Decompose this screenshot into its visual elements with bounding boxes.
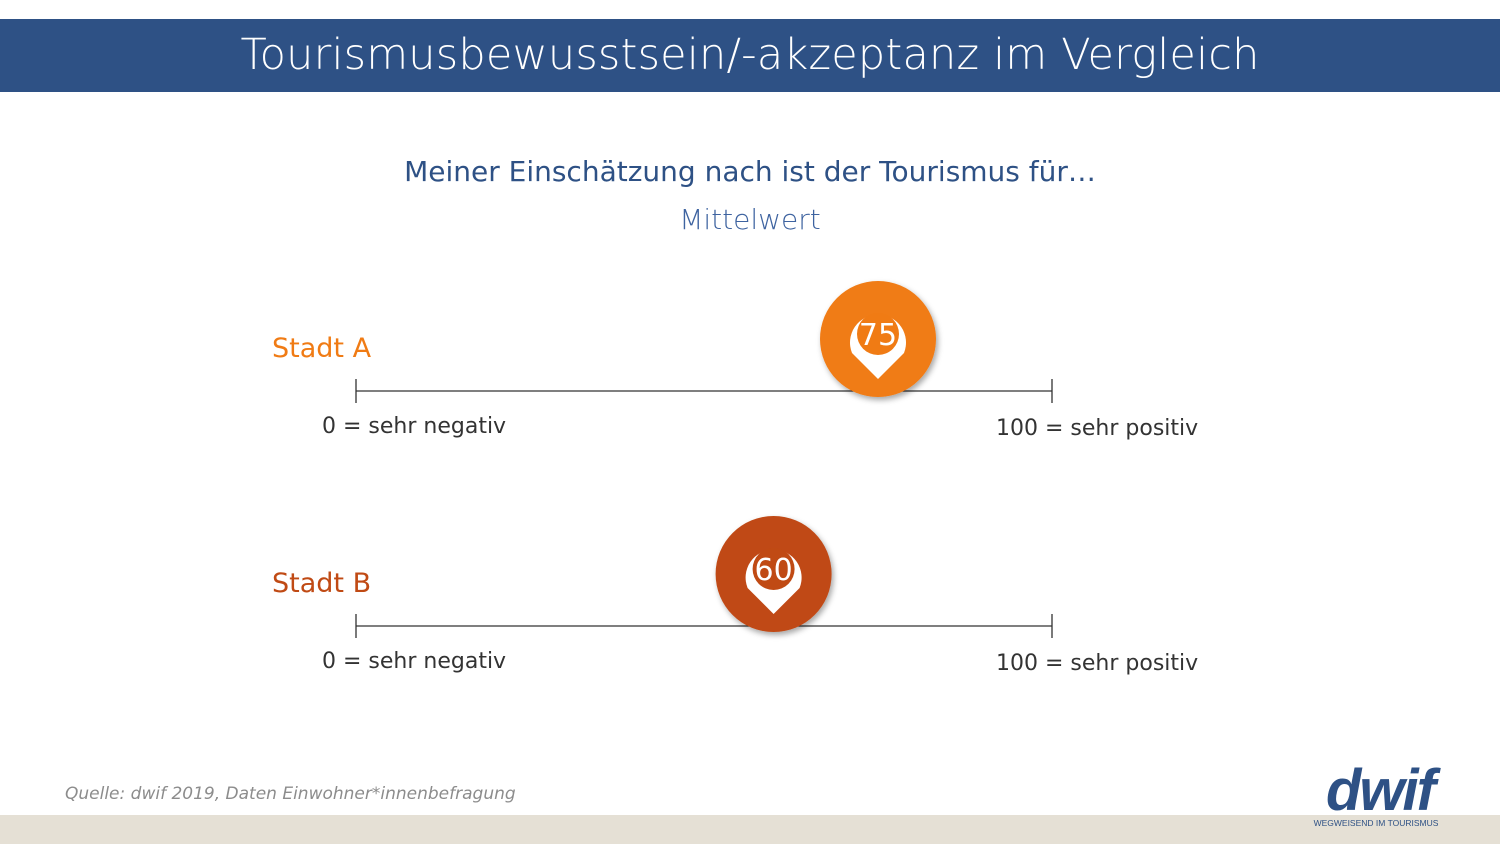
axis-min-label: 0 = sehr negativ bbox=[322, 649, 506, 674]
pin-inner bbox=[857, 313, 899, 355]
chart-row: Stadt B 0 = sehr negativ 100 = sehr positi… bbox=[272, 516, 1198, 676]
footer-bar bbox=[0, 815, 1500, 844]
axis-max-label: 100 = sehr positiv bbox=[996, 651, 1198, 676]
page-title: Tourismusbewusstsein/-akzeptanz im Vergl… bbox=[240, 30, 1260, 80]
chart-subtitle: Mittelwert bbox=[679, 203, 821, 236]
logo-wordmark: dwif bbox=[1326, 760, 1442, 823]
axis-max-label: 100 = sehr positiv bbox=[996, 416, 1198, 441]
axis-min-label: 0 = sehr negativ bbox=[322, 414, 506, 439]
chart-title: Meiner Einschätzung nach ist der Tourism… bbox=[404, 155, 1096, 188]
logo-tagline: WEGWEISEND IM TOURISMUS bbox=[1314, 818, 1439, 828]
dwif-logo: dwif WEGWEISEND IM TOURISMUS bbox=[1314, 760, 1444, 828]
value-label: 75 bbox=[859, 318, 897, 353]
pin-inner bbox=[752, 548, 795, 590]
title-bar: Tourismusbewusstsein/-akzeptanz im Vergl… bbox=[0, 19, 1500, 92]
series-label: Stadt A bbox=[272, 333, 372, 364]
value-label: 60 bbox=[755, 553, 793, 588]
source-note: Quelle: dwif 2019, Daten Einwohner*innen… bbox=[65, 784, 516, 804]
series-label: Stadt B bbox=[272, 568, 371, 599]
chart-row: Stadt A 0 = sehr negativ 100 = sehr positi… bbox=[272, 281, 1198, 441]
